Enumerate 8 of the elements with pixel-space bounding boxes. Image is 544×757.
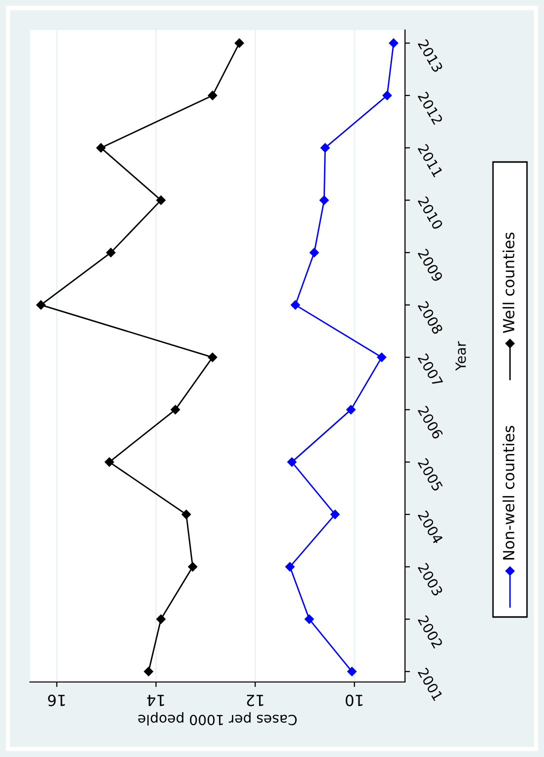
x-axis-title: Cases per 1000 people	[138, 712, 297, 726]
text: Well counties	[502, 232, 514, 333]
y-axis-title: Year	[456, 341, 466, 371]
x-tick-label: 10	[346, 694, 362, 706]
text: Non-well counties	[502, 426, 514, 560]
x-tick-label: 14	[147, 694, 164, 706]
x-tick-label: 12	[247, 694, 264, 706]
x-tick-label: 16	[48, 694, 65, 706]
